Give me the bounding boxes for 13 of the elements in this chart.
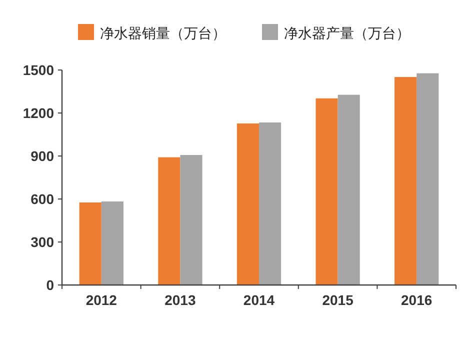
x-tick-label: 2014 [243, 292, 275, 308]
x-tick-label: 2015 [322, 292, 354, 308]
legend-label: 净水器产量（万台） [284, 25, 410, 41]
y-tick-label: 300 [30, 234, 54, 250]
legend-label: 净水器销量（万台） [100, 25, 226, 41]
y-tick-label: 900 [30, 148, 54, 164]
y-tick-label: 0 [46, 277, 54, 293]
x-tick-label: 2016 [401, 292, 432, 308]
y-tick-label: 1500 [22, 62, 54, 78]
x-tick-label: 2013 [164, 292, 196, 308]
x-tick-label: 2012 [86, 292, 118, 308]
y-tick-label: 600 [30, 191, 54, 207]
y-tick-label: 1200 [22, 105, 54, 121]
